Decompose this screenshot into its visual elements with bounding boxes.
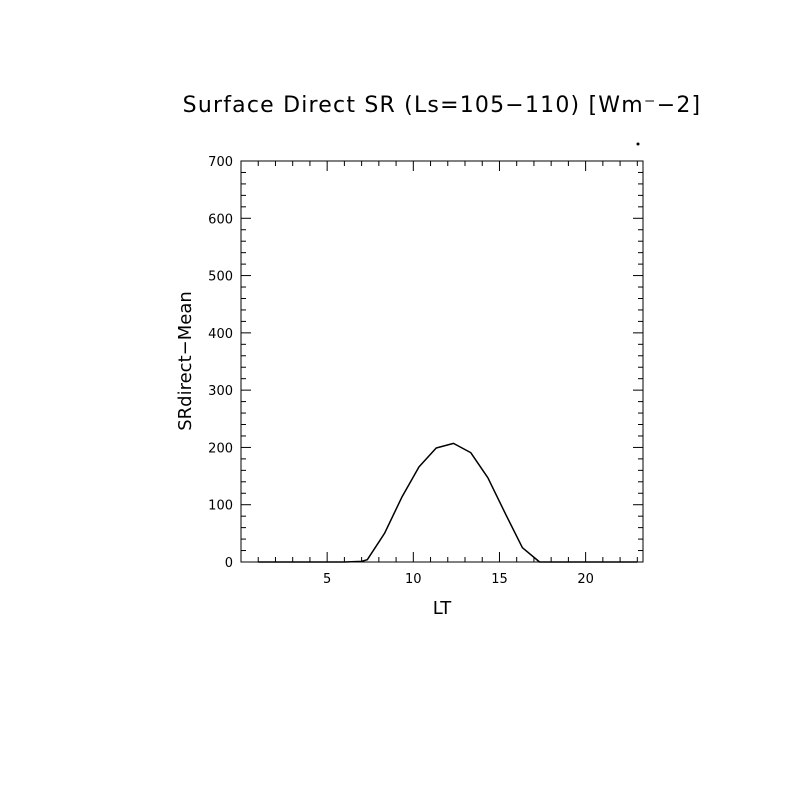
plot-frame [240,160,644,563]
x-tick-label: 15 [491,572,508,587]
y-tick-label: 300 [208,384,233,399]
y-tick-label: 0 [225,556,233,571]
y-tick-label: 600 [208,212,233,227]
y-tick-label: 200 [208,441,233,456]
x-tick-label: 10 [405,572,422,587]
chart-title: Surface Direct SR (Ls=105−110) [Wm⁻−2] [183,93,702,118]
corner-dot [636,142,640,146]
series-line [258,442,638,563]
x-axis-label: LT [433,598,453,619]
y-tick-label: 100 [208,499,233,514]
y-tick-label: 400 [208,327,233,342]
y-tick-label: 700 [208,155,233,170]
minor-ticks [240,161,643,562]
x-tick-label: 5 [323,572,331,587]
x-tick-label: 20 [577,572,594,587]
y-tick-label: 500 [208,270,233,285]
y-axis-label: SRdirect−Mean [175,291,196,431]
